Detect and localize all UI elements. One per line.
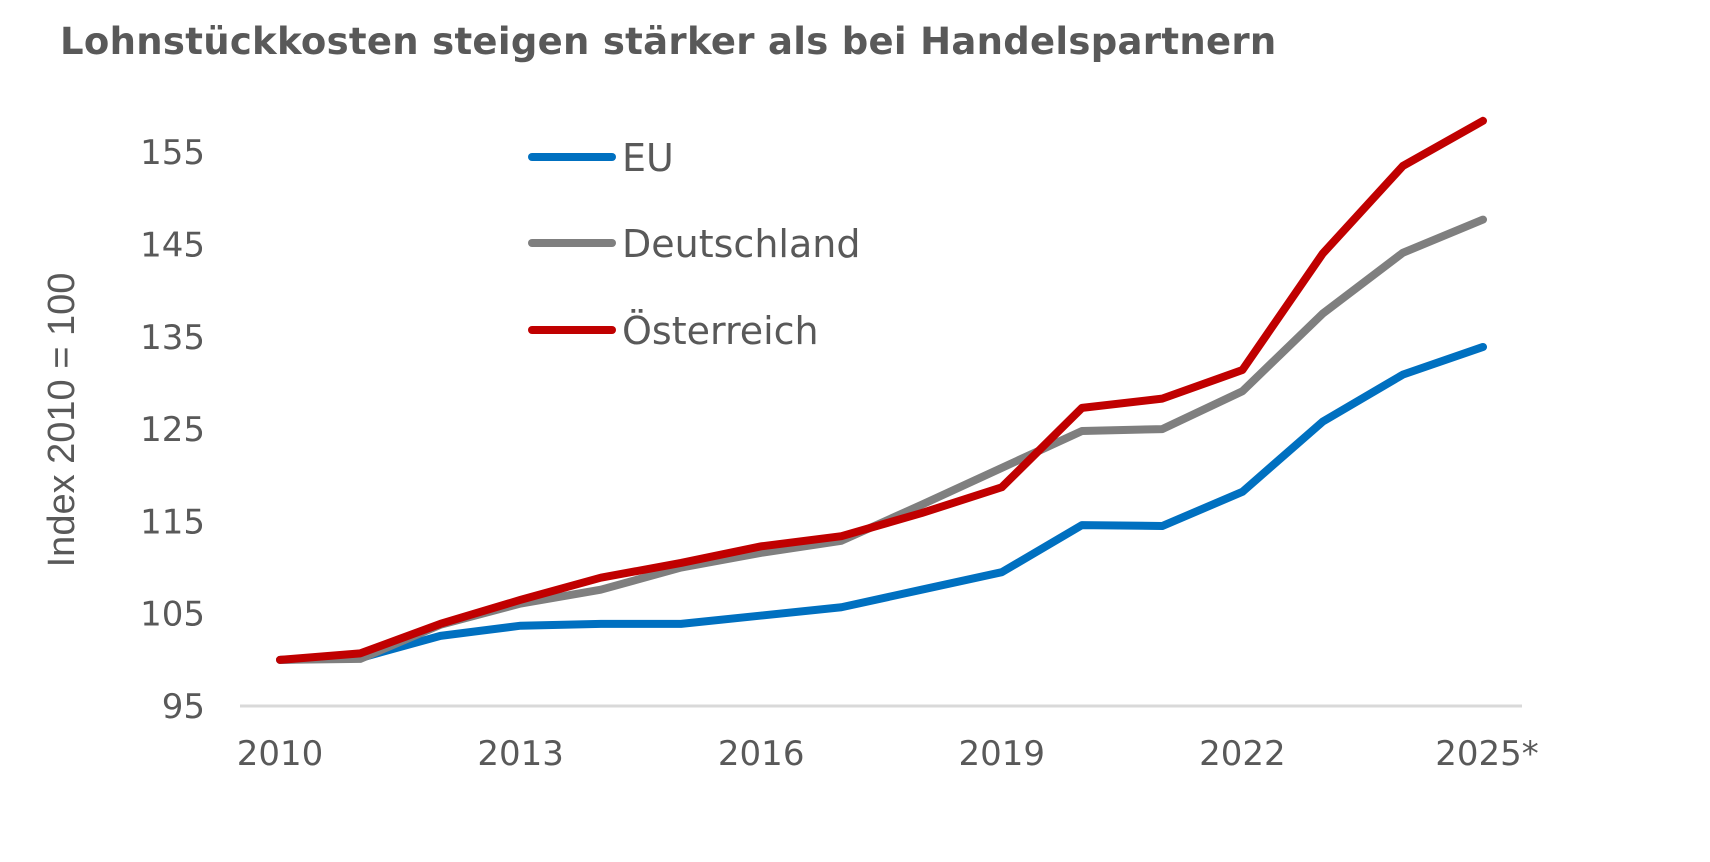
y-tick-label: 115 <box>140 502 205 542</box>
legend: EU Deutschland Österreich <box>528 136 860 353</box>
series-line-sterreich <box>276 116 1487 664</box>
legend-label: Österreich <box>622 309 819 353</box>
x-tick-label: 2025* <box>1435 734 1539 774</box>
x-tick-label: 2019 <box>959 734 1046 774</box>
x-tick-label: 2016 <box>718 734 805 774</box>
y-tick-label: 145 <box>140 226 205 266</box>
legend-item: Deutschland <box>528 222 860 266</box>
y-tick-label: 155 <box>140 133 205 173</box>
legend-item: Österreich <box>528 309 819 353</box>
legend-item: EU <box>528 136 674 180</box>
y-axis-ticks: 95 105 115 125 135 145 155 <box>140 133 205 727</box>
y-tick-label: 95 <box>162 687 205 727</box>
legend-label: EU <box>622 136 674 180</box>
chart-title: Lohnstückkosten steigen stärker als bei … <box>60 20 1277 63</box>
x-tick-label: 2010 <box>237 734 324 774</box>
legend-label: Deutschland <box>622 222 860 266</box>
y-tick-label: 125 <box>140 410 205 450</box>
series-lines <box>276 116 1487 664</box>
series-line-eu <box>276 342 1487 664</box>
y-tick-label: 135 <box>140 318 205 358</box>
x-tick-label: 2022 <box>1199 734 1286 774</box>
x-tick-label: 2013 <box>477 734 564 774</box>
y-axis-label: Index 2010 = 100 <box>41 273 83 568</box>
x-axis-ticks: 2010 2013 2016 2019 2022 2025* <box>237 734 1539 774</box>
y-tick-label: 105 <box>140 595 205 635</box>
